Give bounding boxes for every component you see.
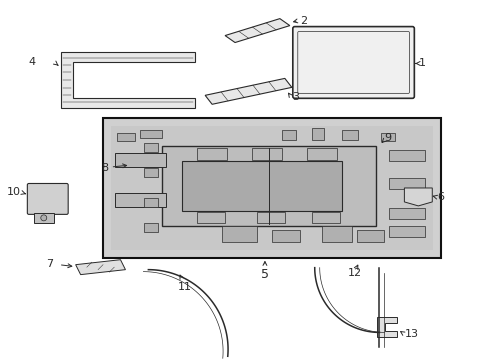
FancyBboxPatch shape: [292, 27, 413, 98]
Polygon shape: [404, 188, 431, 206]
Text: 12: 12: [347, 268, 361, 278]
Bar: [311, 212, 339, 223]
Bar: [197, 212, 224, 223]
Circle shape: [41, 215, 47, 221]
Text: 11: 11: [178, 282, 192, 292]
Bar: [144, 198, 158, 207]
Bar: [321, 226, 351, 242]
Bar: [117, 133, 135, 141]
Bar: [144, 168, 158, 177]
Bar: [311, 128, 323, 140]
Bar: [388, 178, 425, 189]
Text: 8: 8: [101, 163, 108, 173]
Bar: [222, 226, 256, 242]
Bar: [341, 130, 357, 140]
Bar: [34, 213, 54, 223]
Bar: [251, 148, 281, 160]
Polygon shape: [224, 19, 289, 42]
Bar: [102, 118, 440, 258]
Bar: [388, 208, 425, 219]
Bar: [388, 226, 425, 237]
Bar: [162, 146, 376, 226]
FancyBboxPatch shape: [27, 184, 68, 214]
Text: 2: 2: [299, 15, 306, 26]
Text: 7: 7: [45, 259, 53, 269]
Bar: [281, 130, 295, 140]
Bar: [356, 230, 384, 242]
Text: 6: 6: [436, 192, 443, 202]
Bar: [114, 153, 166, 167]
Text: 5: 5: [261, 268, 268, 281]
Text: 10: 10: [7, 187, 21, 197]
Bar: [381, 133, 395, 141]
Text: 4: 4: [29, 58, 36, 67]
Bar: [306, 148, 336, 160]
Text: 9: 9: [384, 133, 391, 143]
Bar: [197, 148, 226, 160]
Polygon shape: [61, 53, 195, 108]
Bar: [144, 143, 158, 152]
Text: 3: 3: [291, 92, 298, 102]
Polygon shape: [205, 78, 291, 104]
Bar: [256, 212, 285, 223]
Bar: [144, 223, 158, 232]
Bar: [182, 161, 341, 211]
Bar: [114, 193, 166, 207]
Text: 1: 1: [419, 58, 426, 68]
Text: 13: 13: [404, 329, 418, 339]
Bar: [271, 230, 299, 242]
Polygon shape: [377, 318, 397, 337]
Bar: [140, 130, 162, 138]
Polygon shape: [76, 260, 125, 275]
Bar: [388, 150, 425, 161]
Bar: [110, 126, 432, 250]
